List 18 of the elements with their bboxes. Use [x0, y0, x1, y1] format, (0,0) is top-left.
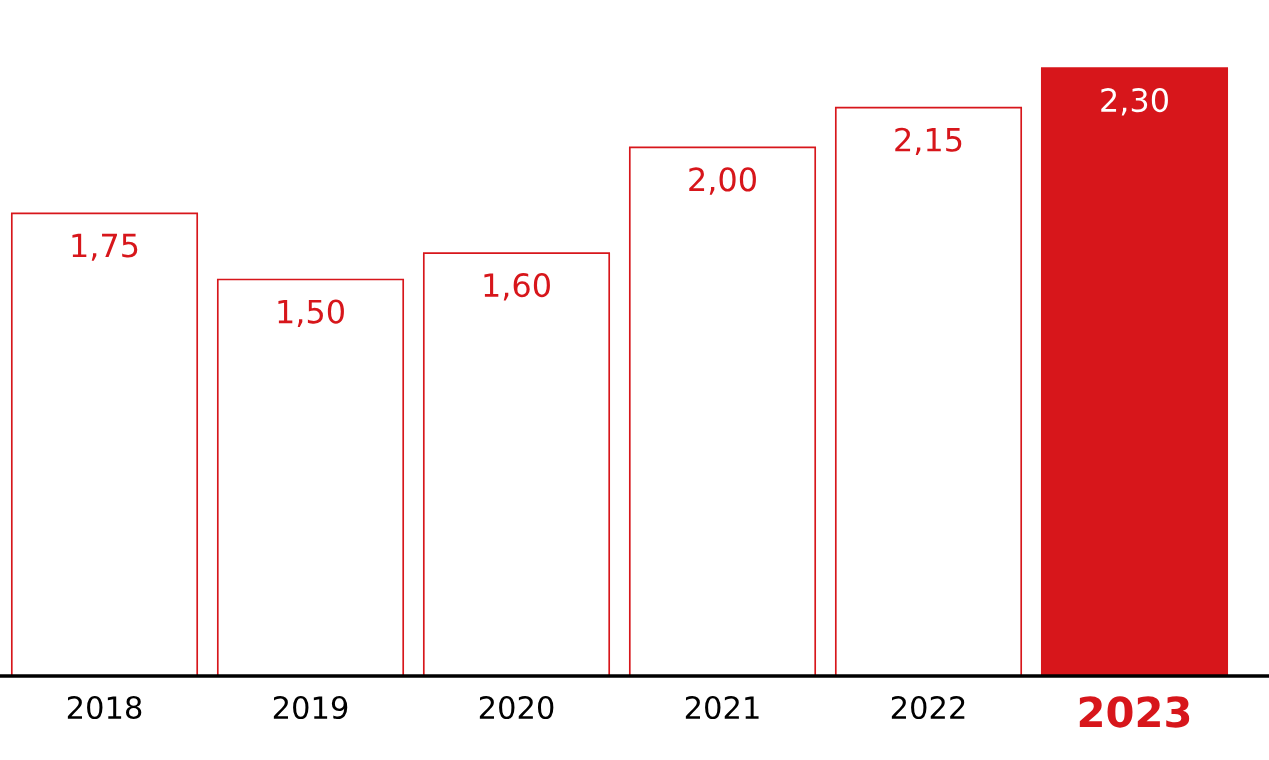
data-label: 2,15	[895, 127, 962, 156]
x-tick-label: 2021	[685, 695, 759, 720]
x-tick-label: 2018	[67, 695, 142, 720]
x-tick-label: 2022	[891, 695, 965, 720]
bar	[10, 212, 199, 676]
bar	[216, 278, 405, 676]
x-tick-label: 2019	[273, 695, 348, 720]
data-label: 1,50	[278, 299, 344, 327]
bar	[628, 146, 817, 676]
x-tick-label: 2020	[479, 695, 554, 720]
bar	[834, 106, 1023, 676]
data-label: 1,75	[72, 233, 138, 261]
bar	[422, 252, 611, 676]
data-label: 2,00	[689, 167, 756, 195]
bar	[1040, 67, 1229, 676]
data-label: 1,60	[484, 273, 550, 301]
data-label: 2,30	[1101, 88, 1168, 116]
x-tick-label: 2023	[1079, 696, 1190, 728]
